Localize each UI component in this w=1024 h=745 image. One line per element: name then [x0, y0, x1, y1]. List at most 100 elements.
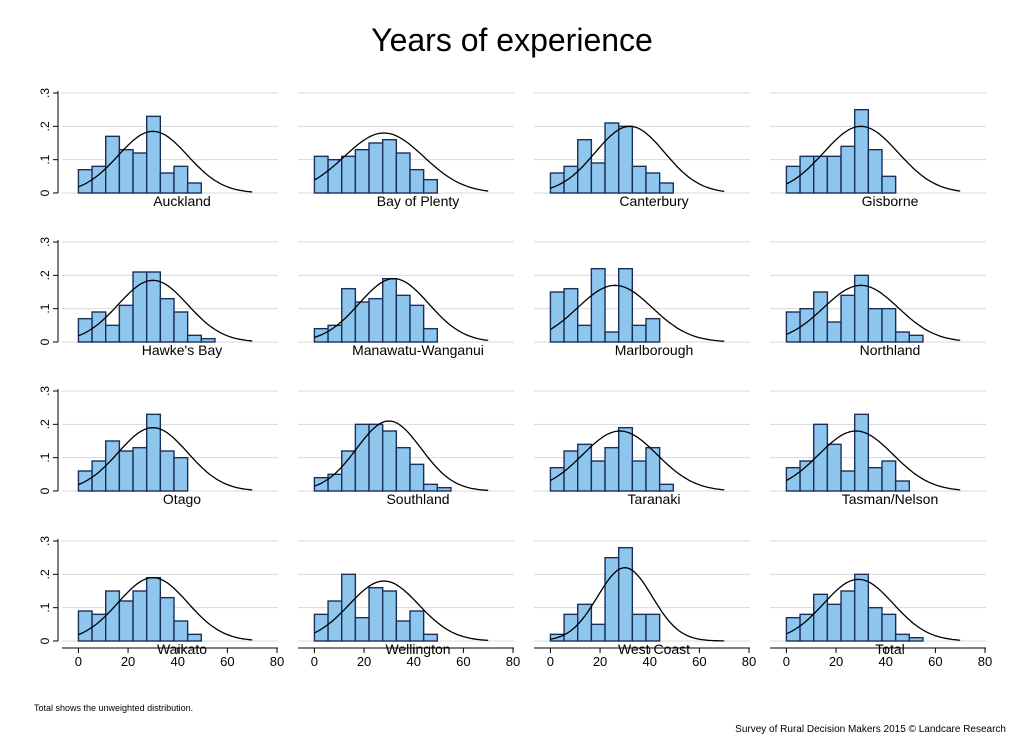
histogram-bar: [368, 423, 384, 492]
histogram-bar: [118, 148, 134, 194]
histogram-bar: [173, 311, 189, 343]
y-tick-label: .2: [38, 270, 52, 280]
histogram-bar: [327, 600, 343, 642]
density-curve: [786, 125, 961, 192]
histogram-bar: [118, 450, 134, 492]
histogram-bar: [631, 165, 647, 194]
histogram-bar: [132, 446, 148, 492]
histogram-bar: [549, 291, 565, 343]
x-tick-label: 40: [406, 654, 420, 669]
histogram-bar: [590, 267, 606, 343]
histogram-bar: [341, 155, 357, 194]
panel-label: Wellington: [385, 641, 450, 657]
histogram-bar: [368, 142, 384, 194]
density-curve: [314, 278, 489, 342]
histogram-bar: [132, 152, 148, 194]
histogram-bar: [200, 337, 216, 343]
histogram-bar: [604, 446, 620, 492]
histogram-bar: [881, 613, 897, 642]
x-tick-label: 80: [742, 654, 756, 669]
histogram-bar: [173, 620, 189, 642]
histogram-bar: [159, 297, 175, 343]
histogram-bar: [645, 317, 661, 343]
histogram-bar: [785, 311, 801, 343]
histogram-bar: [327, 473, 343, 492]
y-tick-label: .3: [38, 536, 52, 546]
panel-label: Otago: [163, 491, 201, 507]
x-tick-label: 80: [506, 654, 520, 669]
y-tick-label: .1: [38, 602, 52, 612]
histogram-bar: [395, 152, 411, 194]
histogram-bar: [617, 546, 634, 642]
histogram-bar: [368, 586, 384, 642]
chart-title: Years of experience: [371, 22, 653, 58]
x-tick-label: 40: [878, 654, 892, 669]
histogram-bar: [853, 573, 870, 642]
histogram-bar: [409, 463, 425, 492]
histogram-bar: [563, 287, 579, 343]
histogram-bar: [77, 610, 93, 642]
histogram-bar: [159, 172, 175, 194]
histogram-bar: [617, 426, 634, 492]
histogram-bar: [867, 148, 883, 194]
histogram-bar: [840, 145, 856, 194]
credit-line: Survey of Rural Decision Makers 2015 © L…: [735, 724, 1006, 735]
panel-label: Auckland: [153, 193, 211, 209]
histogram-bar: [894, 331, 911, 343]
panel-label: Tasman/Nelson: [842, 491, 939, 507]
histogram-bar: [799, 613, 815, 642]
y-tick-label: 0: [38, 637, 52, 644]
x-tick-label: 40: [642, 654, 656, 669]
histogram-bar: [813, 291, 829, 343]
histogram-bar: [313, 476, 329, 492]
panel-label: Total: [875, 641, 905, 657]
histogram-bar: [341, 450, 357, 492]
density-curve: [314, 132, 489, 192]
histogram-bar: [604, 122, 620, 194]
histogram-bar: [381, 430, 398, 492]
histogram-bar: [145, 271, 162, 343]
histogram-bar: [908, 334, 924, 343]
histogram-bar: [409, 304, 425, 343]
y-tick-label: 0: [38, 487, 52, 494]
density-curve: [78, 279, 253, 342]
histogram-bar: [354, 423, 370, 492]
histogram-bar: [826, 155, 842, 194]
histogram-bar: [881, 460, 897, 492]
histogram-bar: [853, 108, 870, 194]
panel-label: Marlborough: [615, 342, 694, 358]
histogram-bar: [563, 450, 579, 492]
histogram-bar: [645, 446, 661, 492]
histogram-bar: [395, 294, 411, 343]
histogram-bar: [118, 304, 134, 343]
density-curve: [78, 577, 253, 641]
x-tick-label: 60: [692, 654, 706, 669]
density-curve: [78, 427, 253, 491]
panel-label: Northland: [860, 342, 921, 358]
histogram-bar: [145, 576, 162, 642]
density-curve: [786, 284, 961, 342]
histogram-bar: [894, 633, 911, 642]
histogram-bar: [341, 573, 357, 642]
histogram-bar: [409, 168, 425, 194]
histogram-bar: [577, 603, 593, 642]
histogram-bar: [645, 172, 661, 194]
y-tick-label: .3: [38, 237, 52, 247]
density-curve: [550, 567, 725, 642]
y-tick-label: .2: [38, 121, 52, 131]
x-tick-label: 60: [456, 654, 470, 669]
histogram-bar: [173, 456, 189, 492]
histogram-bar: [577, 324, 593, 343]
histogram-bar: [658, 182, 675, 194]
y-tick-label: 0: [38, 338, 52, 345]
histogram-bar: [881, 175, 897, 194]
histogram-bar: [799, 155, 815, 194]
panel-label: Waikato: [157, 641, 207, 657]
histogram-bar: [908, 636, 924, 642]
density-curve: [550, 430, 725, 491]
histogram-bar: [105, 135, 121, 194]
histogram-bar: [894, 480, 911, 492]
histogram-bar: [132, 590, 148, 642]
histogram-bar: [186, 633, 203, 642]
histogram-bar: [853, 413, 870, 492]
